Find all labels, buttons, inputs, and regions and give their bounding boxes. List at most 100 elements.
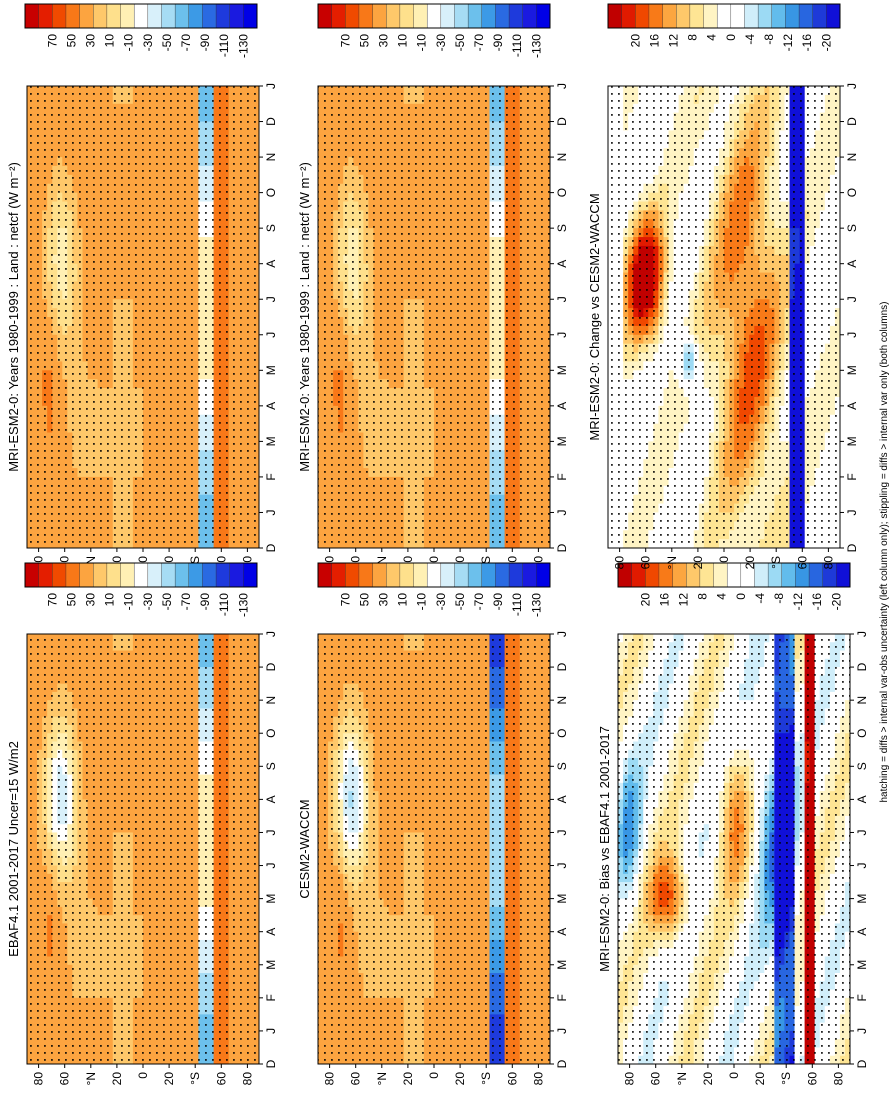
month-tick-label: A [264,260,278,268]
colorbar-swatch [215,562,231,588]
lat-tick-label: 20 [162,1072,176,1086]
month-tick-label: S [264,762,278,770]
lat-tick-label: °N [84,1072,98,1085]
colorbar-swatch [24,562,40,588]
lat-tick-label: 20 [110,1072,124,1086]
colorbar-swatch [79,562,94,588]
colorbar-swatch [120,562,135,588]
colorbar-label: -70 [179,593,193,611]
colorbar: 70 50 30 10 -10 -30 -50 -70 -90 -110 -130 [24,3,258,58]
month-tick-label: J [264,296,278,302]
month-tick-label: M [264,436,278,446]
colorbar-swatch [188,562,203,588]
month-tick-label: D [264,1059,278,1068]
colorbar-label: -30 [141,593,155,611]
colorbar-label: 30 [84,34,98,48]
colorbar-swatch [106,562,122,588]
colorbar-label: -130 [236,34,250,58]
colorbar-swatch [38,562,53,588]
colorbar-frame [24,3,258,29]
panel-obs: EBAF4.1 2001-2017 Uncer=15 W/m2 80 60 °N 20 0… [6,562,278,1086]
colorbar-label: 10 [103,34,117,48]
month-tick-label: M [264,960,278,970]
month-tick-label: F [264,473,278,480]
colorbar-swatch [93,562,108,588]
month-tick-label: J [264,332,278,338]
colorbar-label: 50 [64,593,78,607]
colorbar-swatch [65,3,81,29]
month-tick-label: J [264,509,278,515]
colorbar-swatch [202,562,217,588]
month-tick-label: A [264,928,278,936]
colorbar-swatch [188,3,203,29]
month-tick-label: J [264,83,278,89]
colorbar-label: -110 [217,593,231,616]
month-tick-label: J [264,1028,278,1034]
stippling-overlay [27,86,259,548]
colorbar-swatch [79,3,94,29]
colorbar-label: 10 [103,593,117,607]
lat-tick-label: 60 [214,1072,228,1086]
colorbar-swatch [52,3,67,29]
lat-tick-label: 80 [240,1072,254,1086]
colorbar-swatch [52,562,67,588]
colorbar-swatch [120,3,135,29]
lat-tick-label: 0 [136,556,150,563]
month-tick-label: A [264,795,278,803]
colorbar-label: -130 [236,593,250,617]
month-tick-label: A [264,402,278,410]
month-tick-label: O [264,729,278,738]
colorbar-swatch [174,562,190,588]
stippling-overlay [27,634,259,1064]
panel-title: EBAF4.1 2001-2017 Uncer=15 W/m2 [6,741,21,957]
month-tick-label: J [264,863,278,869]
colorbar-label: -50 [160,34,174,52]
colorbar-label: -10 [122,593,136,611]
colorbar-label: 70 [45,593,59,607]
colorbar-label: -10 [122,34,136,52]
colorbar-swatch [243,3,258,29]
colorbar-label: 70 [45,34,59,48]
colorbar-swatch [161,3,176,29]
colorbar-swatch [229,562,244,588]
month-tick-label: N [264,696,278,705]
colorbar-label: -90 [198,593,212,611]
month-tick-label: M [264,365,278,375]
lat-tick-label: 0 [136,1072,150,1079]
month-tick-label: N [264,153,278,162]
lat-tick-label: 80 [32,1072,46,1086]
month-tick-label: J [264,631,278,637]
colorbar-swatch [161,562,176,588]
colorbar-swatch [24,3,40,29]
month-tick-label: M [264,894,278,904]
colorbar-swatch [93,3,108,29]
colorbar-swatch [38,3,53,29]
colorbar-swatch [215,3,231,29]
colorbar-swatch [174,3,190,29]
month-tick-label: S [264,224,278,232]
colorbar-swatch [147,562,162,588]
panel-model-left: MRI-ESM2-0: Years 1980-1999 : Land : net… [6,3,278,569]
colorbar-swatch [65,562,81,588]
colorbar-swatch [133,562,149,588]
colorbar-swatch [243,562,258,588]
colorbar-label: -50 [160,593,174,611]
lat-tick-label: 60 [58,1072,72,1086]
panel-title: MRI-ESM2-0: Years 1980-1999 : Land : net… [6,162,21,472]
colorbar-swatch [202,3,217,29]
colorbar-swatch [229,3,244,29]
month-tick-label: D [264,117,278,126]
colorbar: 70 50 30 10 -10 -30 -50 -70 -90 -110 -130 [24,562,258,617]
colorbar-swatch [133,3,149,29]
colorbar-swatch [106,3,122,29]
colorbar-label: -30 [141,34,155,52]
month-tick-label: F [264,994,278,1001]
month-tick-label: J [264,829,278,835]
colorbar-label: -110 [217,34,231,57]
month-tick-label: D [264,662,278,671]
colorbar-label: -70 [179,34,193,52]
colorbar-label: 30 [84,593,98,607]
colorbar-label: -90 [198,34,212,52]
